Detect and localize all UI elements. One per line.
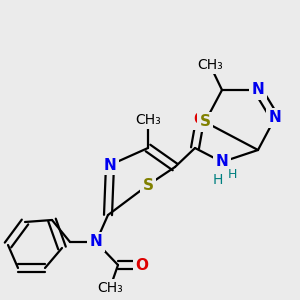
Text: N: N — [268, 110, 281, 125]
Text: S: S — [200, 115, 211, 130]
Text: N: N — [103, 158, 116, 172]
Text: N: N — [90, 235, 102, 250]
Text: H: H — [213, 173, 223, 187]
Text: CH₃: CH₃ — [197, 58, 223, 72]
Text: S: S — [142, 178, 154, 193]
Text: O: O — [136, 257, 148, 272]
Text: H: H — [227, 169, 237, 182]
Text: O: O — [194, 112, 206, 128]
Text: CH₃: CH₃ — [135, 113, 161, 127]
Text: CH₃: CH₃ — [97, 281, 123, 295]
Text: N: N — [216, 154, 228, 169]
Text: N: N — [252, 82, 264, 98]
